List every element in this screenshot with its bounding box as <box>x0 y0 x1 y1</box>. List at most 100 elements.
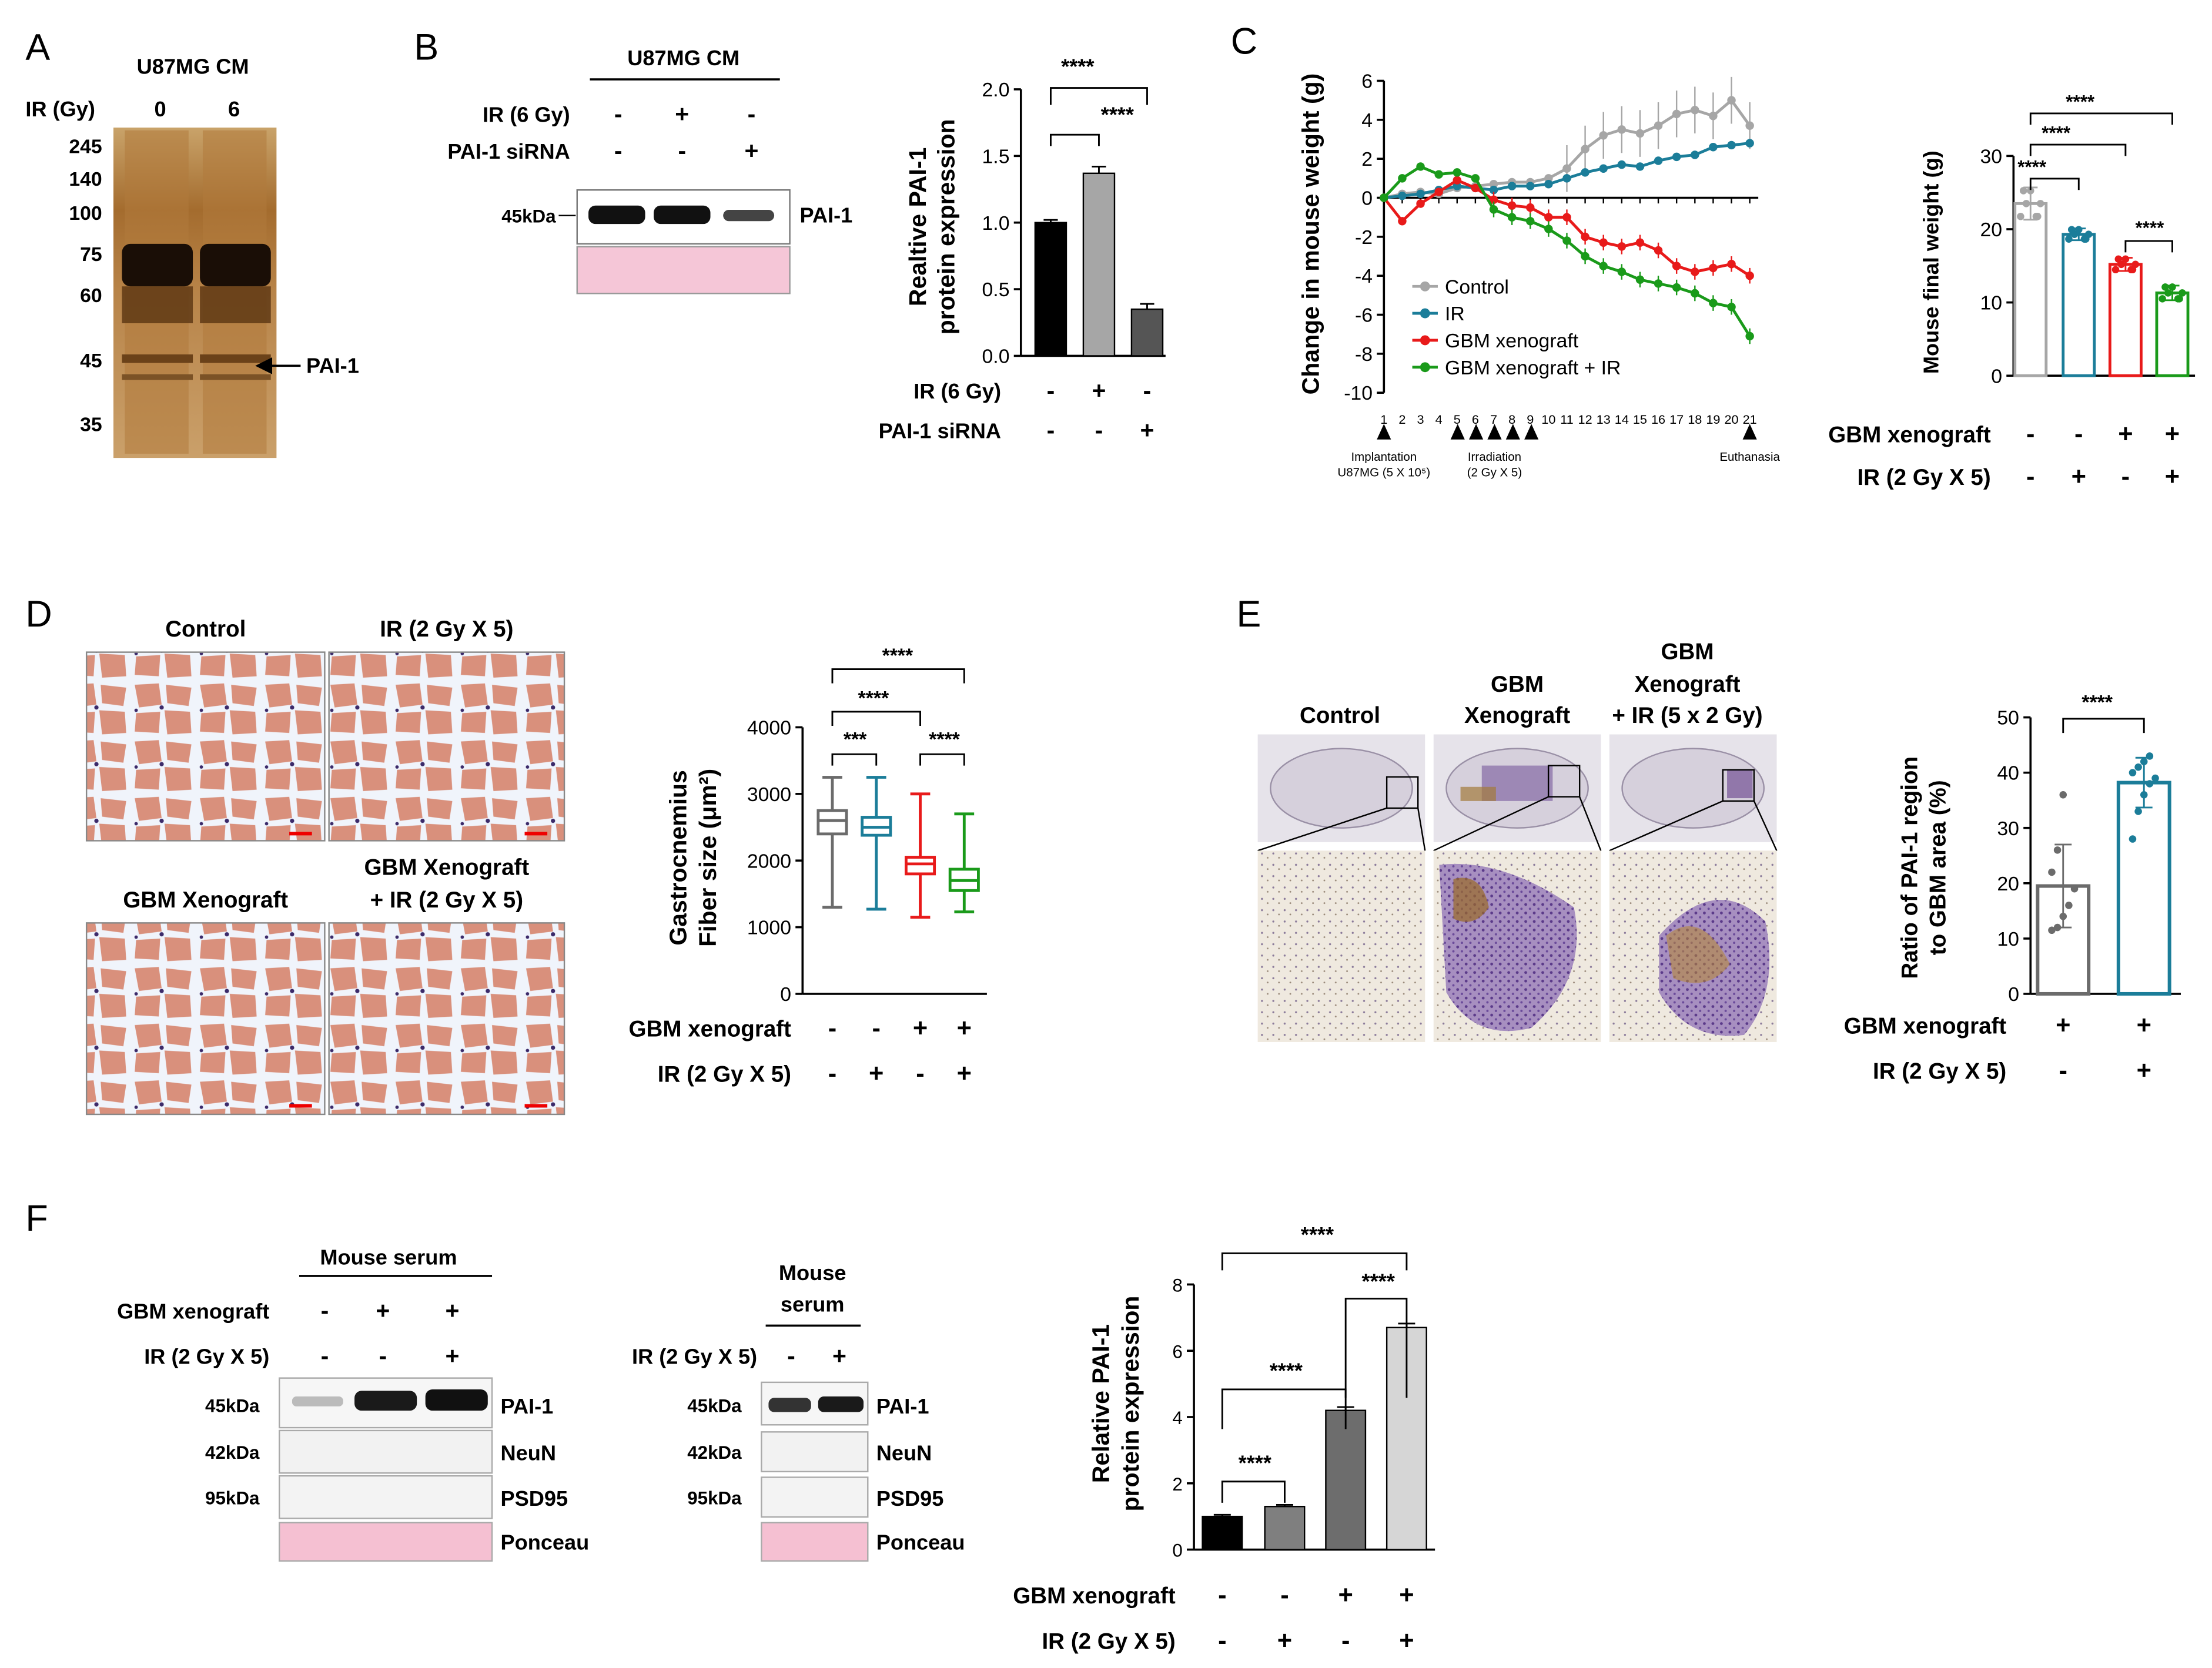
chart-c-sig-2: **** <box>2042 122 2071 143</box>
data-point <box>1709 299 1718 307</box>
ann-implantation-cells: U87MG (5 X 10⁵) <box>1337 465 1430 479</box>
data-point <box>2140 758 2148 766</box>
sig-bracket <box>2062 718 2145 733</box>
sign: + <box>869 1060 884 1088</box>
data-point <box>2022 200 2030 207</box>
sig-bracket <box>831 753 878 766</box>
sign: - <box>748 100 756 127</box>
y-tick-label: -6 <box>1355 304 1373 327</box>
sign: + <box>446 1342 460 1369</box>
panel-e-title-gbm-2: Xenograft <box>1464 703 1570 728</box>
x-tick-label: 10 <box>1541 412 1555 427</box>
panel-b-kda: 45kDa <box>501 206 556 227</box>
data-point <box>1581 168 1589 177</box>
y-tick-label: 6 <box>1172 1341 1182 1362</box>
legend-gbm: GBM xenograft <box>1445 330 1579 352</box>
panel-d-title-gbm-ir-1: GBM Xenograft <box>364 855 529 880</box>
panel-f-blot1-row-ir: IR (2 Gy X 5) <box>144 1345 269 1369</box>
y-tick-label: 1000 <box>747 917 791 939</box>
data-point <box>2036 200 2044 207</box>
sign: + <box>2137 1011 2151 1039</box>
y-tick-label: 8 <box>1172 1275 1182 1296</box>
data-point <box>1727 96 1736 105</box>
y-tick-label: 0.5 <box>982 279 1010 301</box>
panel-a-arrow-label: PAI-1 <box>306 353 359 377</box>
legend-gbm-ir: GBM xenograft + IR <box>1445 357 1621 379</box>
y-tick-label: 6 <box>1361 71 1373 93</box>
chart-b-ylabel-2: protein expression <box>932 119 959 335</box>
chart-b-row-sirna: PAI-1 siRNA <box>879 418 1001 443</box>
sign: + <box>2137 1057 2151 1085</box>
sign: - <box>2026 463 2034 491</box>
sign: - <box>1047 416 1055 443</box>
data-point <box>1581 145 1589 153</box>
data-point <box>2178 289 2186 297</box>
data-point <box>2048 926 2056 935</box>
data-point <box>1654 156 1663 165</box>
sig-bracket <box>1221 1481 1286 1503</box>
chart-c-bar: Mouse final weight (g) **** **** **** **… <box>1919 91 2196 387</box>
data-point <box>2134 763 2142 771</box>
sign: + <box>2165 463 2180 491</box>
sign: - <box>1218 1626 1226 1654</box>
chart-e-ylabel-2: to GBM area (%) <box>1926 780 1951 955</box>
panel-f-blot1-kda-42: 42kDa <box>205 1442 260 1463</box>
data-point <box>2034 213 2042 220</box>
sign: - <box>614 137 623 164</box>
sig-bracket <box>2029 177 2080 190</box>
x-tick-label: 6 <box>1472 412 1479 427</box>
sign: - <box>321 1342 329 1369</box>
data-point <box>1416 199 1425 208</box>
marker-35: 35 <box>80 413 102 436</box>
data-point <box>1434 170 1443 179</box>
x-tick-label: 12 <box>1578 412 1592 427</box>
data-point <box>2146 752 2154 760</box>
data-point <box>1471 174 1480 183</box>
error-bar <box>1276 1503 1293 1507</box>
chart-e-ylabel-1: Ratio of PAI-1 region <box>1897 756 1922 979</box>
y-tick-label: 20 <box>1997 873 2019 895</box>
bar <box>2155 291 2190 377</box>
panel-f-blot2-title-2: serum <box>781 1292 845 1316</box>
sign: - <box>1341 1626 1350 1654</box>
panel-d-title-control: Control <box>165 617 246 642</box>
chart-d-row-gbm: GBM xenograft <box>629 1016 792 1041</box>
data-point <box>1562 236 1571 245</box>
data-point <box>1672 283 1681 292</box>
data-point <box>1709 111 1718 120</box>
chart-c-legend: Control IR GBM xenograft GBM xenograft +… <box>1412 276 1621 379</box>
data-point <box>2140 791 2148 799</box>
sign: + <box>2056 1011 2070 1039</box>
chart-d-sig-2: **** <box>858 687 889 709</box>
data-point <box>1709 263 1718 273</box>
data-point <box>1745 331 1754 341</box>
y-tick-label: 2 <box>1172 1474 1182 1495</box>
marker-100: 100 <box>69 202 102 225</box>
data-point <box>2026 187 2034 195</box>
y-tick-label: 4000 <box>747 717 791 739</box>
data-point <box>2114 255 2123 263</box>
data-point <box>2121 255 2130 263</box>
panel-f-blot2-kda-45: 45kDa <box>687 1396 742 1416</box>
panel-e-title-gbmir-3: + IR (5 x 2 Gy) <box>1612 703 1762 728</box>
panel-f-blot2-kda-42: 42kDa <box>687 1442 742 1463</box>
box <box>816 809 848 836</box>
x-tick-label: 14 <box>1615 412 1629 427</box>
data-point <box>1745 271 1754 280</box>
panel-f-blot1-band-ponceau: Ponceau <box>501 1530 590 1555</box>
marker-245: 245 <box>69 136 102 158</box>
panel-e-title-gbmir-2: Xenograft <box>1634 672 1740 697</box>
data-point <box>1507 182 1517 190</box>
x-tick-label: 20 <box>1724 412 1738 427</box>
box-whisker <box>910 792 931 919</box>
data-point <box>1434 187 1443 196</box>
ann-irradiation: Irradiation <box>1468 450 1521 464</box>
data-point <box>1691 150 1699 159</box>
panel-d-title-gbm-ir-2: + IR (2 Gy X 5) <box>370 887 524 913</box>
data-point <box>1416 189 1425 199</box>
sign: + <box>2118 420 2133 448</box>
data-point <box>1691 106 1699 115</box>
data-point <box>1599 262 1608 270</box>
bar <box>1202 1515 1243 1550</box>
sig-bracket <box>1221 1252 1408 1271</box>
